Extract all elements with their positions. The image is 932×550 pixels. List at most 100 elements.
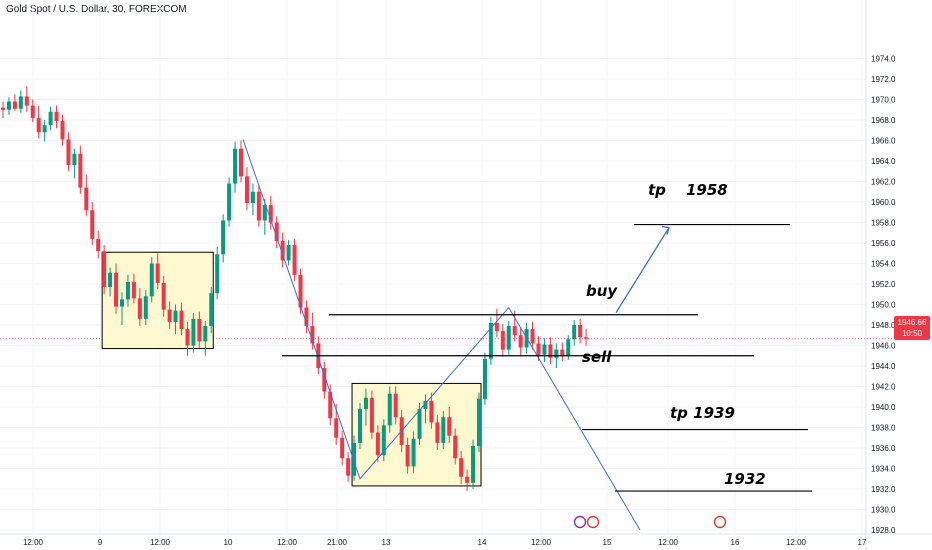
x-tick-label: 12:00 [786,538,807,547]
x-tick-label: 21:00 [327,538,348,547]
y-tick-label: 1970.0 [871,96,896,105]
candle [560,342,565,361]
candle [292,238,297,281]
candle [578,318,583,344]
candle [6,97,11,115]
candle [548,337,553,364]
candle [280,232,285,268]
candle [54,105,59,129]
candle [203,320,208,356]
candle [459,451,464,484]
y-tick-label: 1974.0 [871,55,896,64]
candle [60,114,65,146]
candle [18,90,23,113]
candle [155,253,160,290]
y-tick-label: 1962.0 [871,178,896,187]
annotation-labels: tp 1958 buy sell tp 1939 1932 [582,181,766,488]
candle [381,419,386,462]
candle [30,99,35,123]
candle [447,407,452,443]
x-tick-label: 10 [224,538,233,547]
y-tick-label: 1948.0 [871,321,896,330]
candle [328,384,333,426]
candle [429,392,434,429]
candle [423,394,428,424]
y-tick-label: 1972.0 [871,75,896,84]
candle [137,288,142,327]
level-lines [282,223,812,492]
candle [221,214,226,263]
y-tick-label: 1966.0 [871,137,896,146]
buy-projection-arrow [661,225,670,235]
candle [358,402,362,450]
y-tick-label: 1930.0 [871,506,896,515]
candle [244,167,249,211]
candle [215,247,220,300]
y-tick-label: 1938.0 [871,424,896,433]
y-tick-label: 1942.0 [871,383,896,392]
candle [506,320,511,355]
candle [143,290,148,325]
x-tick-label: 15 [603,538,612,547]
chart-title: Gold Spot / U.S. Dollar, 30, FOREXCOM [6,4,187,15]
candle [36,105,41,139]
candle [542,338,547,362]
candle [477,392,481,453]
candle [441,411,446,450]
candle [233,141,238,193]
y-tick-label: 1946.0 [871,342,896,351]
x-tick-label: 12:00 [658,538,679,547]
candle [149,257,154,303]
current-price-tag: 1946.66 10:50 [894,316,930,340]
y-tick-label: 1960.0 [871,198,896,207]
candle [250,183,255,216]
candle [274,216,279,249]
x-tick-label: 16 [731,538,740,547]
wave-lines [242,139,670,531]
candle [363,388,368,426]
y-tick-label: 1940.0 [871,403,896,412]
y-tick-label: 1964.0 [871,157,896,166]
time-axis[interactable]: 12:00 9 12:00 10 12:00 21:00 13 14 12:00 15 12:00 1… [0,533,932,547]
candle [48,106,53,131]
candle [352,435,357,481]
candle [161,275,166,317]
candle [465,469,470,492]
candle [173,304,178,335]
candle [518,328,523,356]
candle [131,273,136,304]
x-tick-label: 13 [382,538,391,547]
candle [209,287,214,334]
candle [268,195,273,230]
candle [185,321,190,356]
event-icon [586,515,600,529]
candle [572,319,577,346]
candle [340,430,345,466]
candle [102,245,107,295]
candle [494,308,499,338]
price-axis[interactable]: 1928.0 1930.0 1932.0 1934.0 1936.0 1938.0 1940… [865,0,896,550]
candle [114,263,119,314]
bar-countdown: 10:50 [901,329,923,338]
candle [120,292,124,325]
candle [411,431,416,473]
x-tick-label: 12:00 [277,538,298,547]
x-tick-label: 9 [98,538,103,547]
candle [108,267,113,297]
candle [393,386,398,425]
candle [84,174,89,217]
candle [262,198,267,235]
y-tick-label: 1934.0 [871,465,896,474]
y-tick-label: 1944.0 [871,362,896,371]
candle [387,386,392,433]
event-icon [713,515,727,529]
candle [369,390,374,439]
sell-label: sell [582,348,612,366]
candle [310,312,315,350]
candle [42,120,47,142]
tp2-label: tp 1939 [670,404,735,422]
candle [488,316,493,365]
tp1-label: tp [648,181,666,199]
current-price-value: 1946.66 [897,318,927,327]
